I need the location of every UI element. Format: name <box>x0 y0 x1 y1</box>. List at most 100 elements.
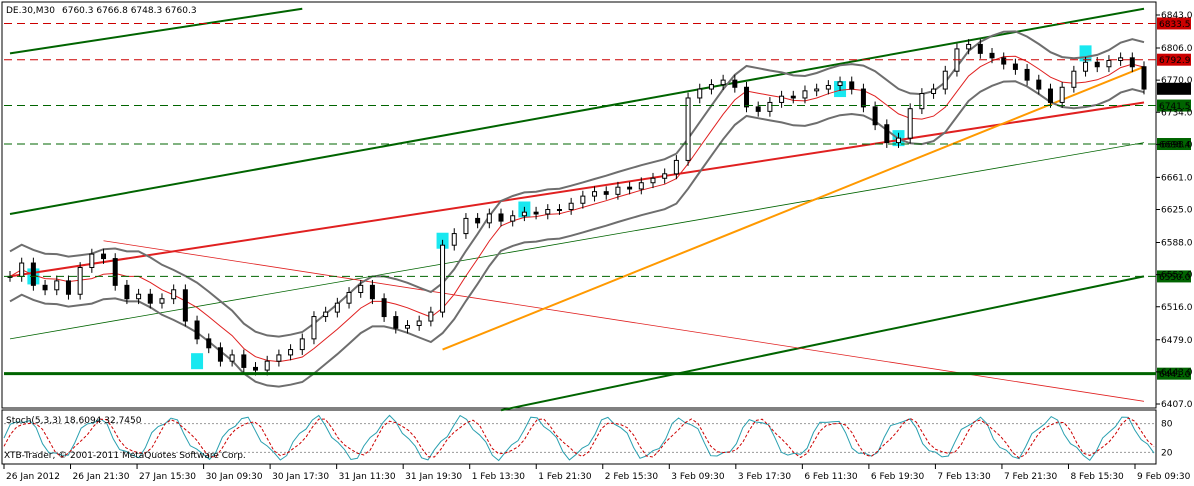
candle-body <box>498 213 504 222</box>
candle-body <box>919 93 925 110</box>
candle-body <box>404 324 410 329</box>
candles-layer <box>7 39 1147 376</box>
candle-body <box>568 202 574 211</box>
candle-body <box>1106 60 1112 68</box>
channel-thin <box>9 142 1145 340</box>
candle-body <box>638 182 644 190</box>
y-tick-label: 6552.0 <box>1161 271 1193 281</box>
price-level-label-bg <box>1157 367 1191 380</box>
candle-body <box>311 316 317 340</box>
y-tick-label: 6479.0 <box>1161 336 1193 346</box>
candle-body <box>1012 63 1018 70</box>
price-level-label: 6741.5 <box>1159 102 1191 112</box>
candle-body <box>1036 79 1042 90</box>
x-tick-label: 3 Feb 09:30 <box>671 472 725 482</box>
price-level-label: 6441.0 <box>1159 370 1191 380</box>
candle-body <box>264 360 270 371</box>
candle-body <box>1071 70 1077 88</box>
price-level-label-bg <box>1157 138 1191 151</box>
candle-body <box>849 81 855 90</box>
candle-body <box>556 209 562 211</box>
candle-body <box>1083 61 1089 72</box>
candle-body <box>299 338 305 351</box>
candle-body <box>942 70 948 90</box>
stochastic-layer: 80 20 <box>3 414 1173 462</box>
candle-body <box>393 316 399 329</box>
candle-body <box>288 349 294 356</box>
candle-body <box>30 262 36 286</box>
candle-body <box>229 354 235 362</box>
copyright-text: XTB-Trader, © 2001-2011 MetaQuotes Softw… <box>4 451 246 461</box>
candle-body <box>907 108 913 139</box>
candle-body <box>1001 57 1007 65</box>
candle-body <box>486 213 492 224</box>
candle-body <box>1141 66 1147 90</box>
candle-body <box>708 84 714 90</box>
x-tick-label: 6 Feb 11:30 <box>804 472 858 482</box>
x-tick-label: 7 Feb 21:30 <box>1004 472 1058 482</box>
stoch-main-line <box>3 414 1155 462</box>
candle-body <box>334 302 340 313</box>
channel-lower <box>500 275 1145 412</box>
x-tick-label: 2 Feb 15:30 <box>605 472 659 482</box>
candle-body <box>323 311 329 318</box>
candle-body <box>65 280 71 295</box>
x-tick-label: 30 Jan 09:30 <box>206 472 263 482</box>
x-tick-label: 30 Jan 17:30 <box>272 472 329 482</box>
y-tick-label: 6698.0 <box>1161 140 1193 150</box>
candle-body <box>545 209 551 215</box>
candle-body <box>627 186 633 190</box>
x-tick-label: 9 Feb 09:30 <box>1137 472 1191 482</box>
price-level-label-bg <box>1157 270 1191 283</box>
candle-body <box>217 347 223 362</box>
y-tick-label: 6407.0 <box>1161 400 1193 410</box>
y-tick-label: 6806.0 <box>1161 44 1193 54</box>
candle-body <box>253 366 259 371</box>
candle-body <box>615 186 621 195</box>
candle-body <box>895 137 901 144</box>
x-tick-label: 31 Jan 19:30 <box>405 472 462 482</box>
candle-body <box>112 258 118 286</box>
x-tick-label: 8 Feb 15:30 <box>1070 472 1124 482</box>
candle-body <box>603 191 609 195</box>
stoch-signal-line <box>3 417 1155 459</box>
candle-body <box>521 211 527 217</box>
candle-body <box>814 88 820 92</box>
y-tick-label: 6625.0 <box>1161 206 1193 216</box>
trend-red-main <box>9 101 1145 278</box>
candle-body <box>685 97 691 161</box>
x-tick-label: 31 Jan 11:30 <box>339 472 396 482</box>
candle-body <box>662 173 668 179</box>
candle-body <box>802 90 808 99</box>
candle-body <box>697 88 703 99</box>
candle-body <box>101 253 107 260</box>
candle-body <box>451 233 457 246</box>
candle-body <box>159 298 165 304</box>
y-axis: 6843.0 6806.0 6770.0 6734.0 6698.0 6661.0 6625… <box>1156 11 1193 410</box>
candle-body <box>1129 57 1135 68</box>
candle-body <box>369 284 375 300</box>
main-plot-frame <box>1 1 1157 409</box>
x-tick-label: 1 Feb 13:30 <box>472 472 526 482</box>
y-tick-label: 6734.0 <box>1161 108 1193 118</box>
candle-body <box>837 81 843 86</box>
candle-body <box>381 298 387 318</box>
current-price-bg <box>1157 82 1191 95</box>
highlight-1 <box>191 353 204 370</box>
moving-average <box>9 55 1145 363</box>
candle-body <box>206 338 212 349</box>
y-tick-label: 6588.0 <box>1161 239 1193 249</box>
price-level-label-bg <box>1157 99 1191 112</box>
candle-body <box>124 284 130 300</box>
candle-body <box>1094 61 1100 68</box>
y-tick-label: 6516.0 <box>1161 303 1193 313</box>
candle-body <box>767 101 773 112</box>
candle-body <box>650 177 656 184</box>
candle-body <box>358 284 364 293</box>
price-level-label-bg <box>1157 53 1191 66</box>
y-tick-label: 6661.0 <box>1161 173 1193 183</box>
trend-orange <box>442 65 1145 351</box>
candle-body <box>1059 86 1065 103</box>
